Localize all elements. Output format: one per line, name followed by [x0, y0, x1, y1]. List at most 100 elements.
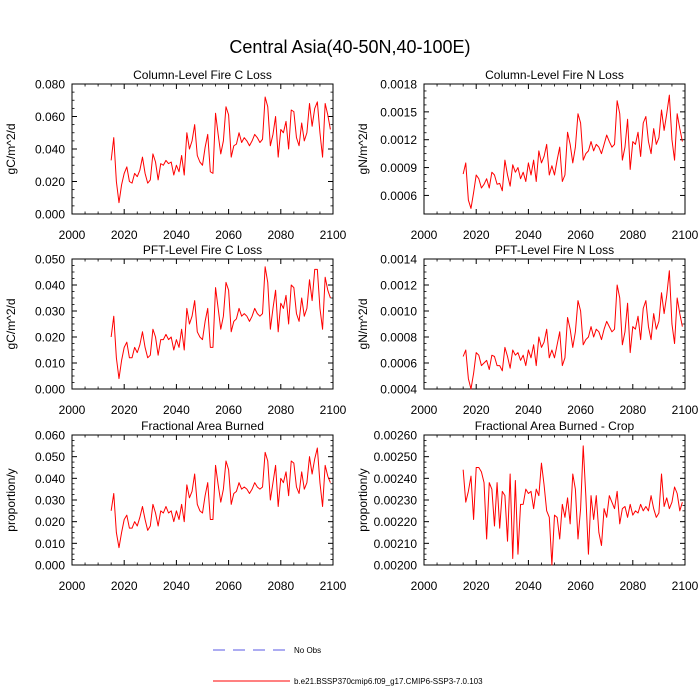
chart-4-xtick-label: 2080: [619, 403, 646, 417]
chart-4-xtick-label: 2100: [672, 403, 699, 417]
chart-4-xtick-label: 2060: [567, 403, 594, 417]
chart-6-ytick-label: 0.00230: [374, 494, 418, 508]
chart-3-ytick-label: 0.050: [35, 253, 65, 267]
chart-4-series-line: [462, 270, 683, 390]
chart-4: PFT-Level Fire N Loss gN/m^2/d 2000 2020 204…: [356, 243, 699, 417]
chart-3-xtick-label: 2060: [215, 403, 242, 417]
chart-4-xtick-label: 2020: [463, 403, 490, 417]
chart-3-ytick-label: 0.010: [35, 357, 65, 371]
chart-3-ytick-label: 0.000: [35, 383, 65, 397]
chart-1-xtick-label: 2000: [59, 228, 86, 242]
chart-5-ytick-label: 0.010: [35, 537, 65, 551]
chart-1-xtick-label: 2060: [215, 228, 242, 242]
chart-5-xtick-label: 2000: [59, 579, 86, 593]
chart-3-ytick-label: 0.030: [35, 305, 65, 319]
chart-1-ylabel: gC/m^2/d: [4, 124, 18, 175]
chart-6-xtick-label: 2100: [672, 579, 699, 593]
chart-6-series-line: [462, 445, 683, 566]
chart-3-plot-frame: [71, 258, 334, 390]
chart-1-ytick-label: 0.060: [35, 110, 65, 124]
chart-5-ytick-label: 0.000: [35, 559, 65, 573]
chart-2: Column-Level Fire N Loss gN/m^2/d 2000 2020…: [356, 68, 699, 242]
chart-1: Column-Level Fire C Loss gC/m^2/d 2000 2020…: [4, 68, 347, 242]
chart-5-title: Fractional Area Burned: [141, 419, 264, 433]
chart-2-ylabel: gN/m^2/d: [356, 124, 370, 175]
chart-2-xtick-label: 2080: [619, 228, 646, 242]
chart-6-ytick-label: 0.00210: [374, 537, 418, 551]
chart-5-plot-frame: [71, 434, 334, 566]
legend: No Obs b.e21.BSSP370cmip6.f09_g17.CMIP6-…: [213, 646, 483, 686]
chart-5-xtick-label: 2040: [163, 579, 190, 593]
chart-2-xtick-label: 2060: [567, 228, 594, 242]
chart-4-xtick-label: 2040: [515, 403, 542, 417]
chart-2-xtick-label: 2000: [411, 228, 438, 242]
chart-5-xtick-label: 2100: [320, 579, 347, 593]
chart-3-xtick-label: 2000: [59, 403, 86, 417]
chart-1-plot-frame: [71, 83, 334, 215]
chart-1-xtick-label: 2100: [320, 228, 347, 242]
chart-1-xtick-label: 2080: [267, 228, 294, 242]
chart-4-xtick-label: 2000: [411, 403, 438, 417]
chart-3: PFT-Level Fire C Loss gC/m^2/d 2000 2020 204…: [4, 243, 347, 417]
chart-4-plot-frame: [423, 258, 686, 390]
chart-4-ytick-label: 0.0004: [380, 383, 417, 397]
chart-5-ytick-label: 0.030: [35, 494, 65, 508]
chart-1-ytick-label: 0.040: [35, 143, 65, 157]
chart-6-xtick-label: 2020: [463, 579, 490, 593]
chart-4-title: PFT-Level Fire N Loss: [495, 243, 614, 257]
chart-3-xtick-label: 2040: [163, 403, 190, 417]
chart-6-ytick-label: 0.00240: [374, 472, 418, 486]
chart-6-ylabel: proportion/y: [356, 468, 370, 531]
chart-3-title: PFT-Level Fire C Loss: [143, 243, 262, 257]
panels-group: Column-Level Fire C Loss gC/m^2/d 2000 2020…: [4, 68, 699, 593]
chart-5: Fractional Area Burned proportion/y 2000 20…: [4, 419, 347, 593]
chart-4-ytick-label: 0.0006: [380, 357, 417, 371]
chart-1-ytick-label: 0.000: [35, 208, 65, 222]
chart-3-xtick-label: 2020: [111, 403, 138, 417]
chart-2-ytick-label: 0.0009: [380, 161, 417, 175]
chart-4-ytick-label: 0.0012: [380, 279, 417, 293]
chart-6-xtick-label: 2000: [411, 579, 438, 593]
chart-6-ytick-label: 0.00200: [374, 559, 418, 573]
chart-2-ytick-label: 0.0006: [380, 189, 417, 203]
chart-4-ytick-label: 0.0014: [380, 253, 417, 267]
chart-3-xtick-label: 2080: [267, 403, 294, 417]
chart-2-ytick-label: 0.0018: [380, 78, 417, 92]
chart-6-xtick-label: 2040: [515, 579, 542, 593]
chart-6-plot-frame: [423, 434, 686, 566]
chart-1-ytick-label: 0.080: [35, 78, 65, 92]
chart-3-series-line: [110, 266, 331, 380]
figure-title: Central Asia(40-50N,40-100E): [229, 37, 470, 57]
chart-5-series-line: [110, 447, 331, 549]
chart-6-title: Fractional Area Burned - Crop: [475, 419, 635, 433]
chart-4-ylabel: gN/m^2/d: [356, 299, 370, 350]
chart-1-series-line: [110, 96, 331, 204]
chart-3-xtick-label: 2100: [320, 403, 347, 417]
chart-5-xtick-label: 2080: [267, 579, 294, 593]
chart-4-ytick-label: 0.0010: [380, 305, 417, 319]
chart-3-ylabel: gC/m^2/d: [4, 299, 18, 350]
chart-3-ytick-label: 0.020: [35, 331, 65, 345]
chart-5-ytick-label: 0.050: [35, 450, 65, 464]
chart-6-ytick-label: 0.00220: [374, 515, 418, 529]
chart-2-plot-frame: [423, 83, 686, 215]
chart-5-xtick-label: 2020: [111, 579, 138, 593]
legend-model-label: b.e21.BSSP370cmip6.f09_g17.CMIP6-SSP3-7.…: [294, 677, 483, 686]
chart-6-ytick-label: 0.00260: [374, 429, 418, 443]
chart-5-ylabel: proportion/y: [4, 468, 18, 531]
chart-2-xtick-label: 2020: [463, 228, 490, 242]
chart-1-xtick-label: 2040: [163, 228, 190, 242]
chart-1-ytick-label: 0.020: [35, 175, 65, 189]
chart-5-xtick-label: 2060: [215, 579, 242, 593]
chart-1-xtick-label: 2020: [111, 228, 138, 242]
legend-obs-label: No Obs: [294, 646, 321, 655]
chart-3-ytick-label: 0.040: [35, 279, 65, 293]
chart-2-ytick-label: 0.0015: [380, 105, 417, 119]
chart-2-series-line: [462, 94, 683, 209]
chart-2-title: Column-Level Fire N Loss: [485, 68, 624, 82]
chart-5-ytick-label: 0.020: [35, 515, 65, 529]
chart-5-ytick-label: 0.060: [35, 429, 65, 443]
chart-6: Fractional Area Burned - Crop proportion/…: [356, 419, 699, 593]
chart-6-xtick-label: 2060: [567, 579, 594, 593]
